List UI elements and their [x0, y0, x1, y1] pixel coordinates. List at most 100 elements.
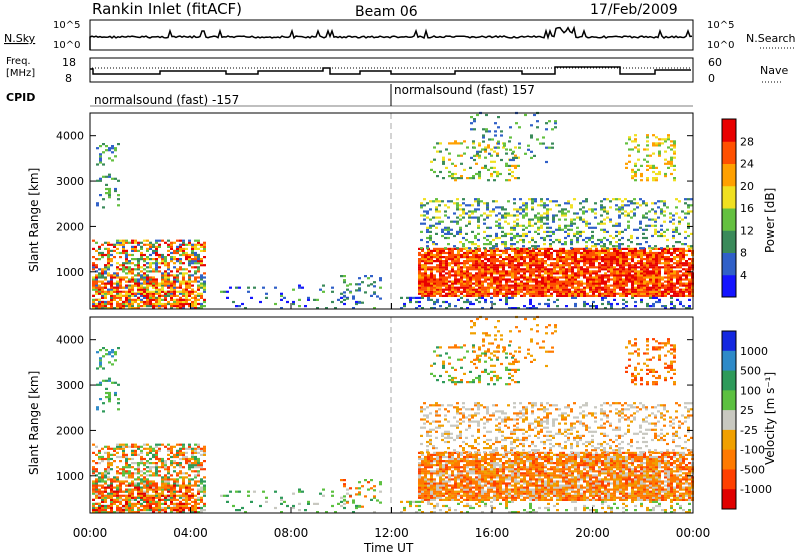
echo-cell — [110, 283, 113, 285]
echo-cell — [179, 472, 182, 474]
echo-cell — [110, 491, 113, 493]
echo-cell — [516, 247, 519, 249]
echo-cell — [185, 289, 188, 291]
echo-cell — [164, 474, 167, 476]
echo-cell — [343, 299, 346, 301]
echo-cell — [679, 289, 682, 291]
echo-cell — [122, 444, 125, 446]
echo-cell — [116, 285, 119, 287]
echo-cell — [226, 291, 229, 293]
echo-cell — [568, 250, 571, 252]
echo-cell — [200, 501, 203, 503]
echo-cell — [493, 268, 496, 270]
echo-cell — [439, 262, 442, 264]
echo-cell — [98, 450, 101, 452]
echo-cell — [104, 507, 107, 509]
echo-cell — [664, 281, 667, 283]
echo-cell — [445, 252, 448, 254]
echo-cell — [643, 252, 646, 254]
echo-cell — [460, 266, 463, 268]
echo-cell — [601, 278, 604, 280]
echo-cell — [613, 287, 616, 289]
echo-cell — [517, 283, 520, 285]
echo-cell — [601, 303, 604, 305]
echo-cell — [379, 279, 382, 281]
echo-cell — [433, 285, 436, 287]
echo-cell — [191, 489, 194, 491]
echo-cell — [643, 159, 646, 161]
echo-cell — [167, 291, 170, 293]
echo-cell — [463, 291, 466, 293]
echo-cell — [152, 250, 155, 252]
echo-cell — [583, 250, 586, 252]
echo-cell — [194, 466, 197, 468]
echo-cell — [607, 276, 610, 278]
echo-cell — [116, 291, 119, 293]
echo-cell — [541, 285, 544, 287]
echo-cell — [197, 254, 200, 256]
echo-cell — [200, 276, 203, 278]
echo-cell — [585, 210, 588, 212]
echo-cell — [116, 242, 119, 244]
echo-cell — [664, 276, 667, 278]
echo-cell — [504, 212, 507, 214]
echo-cell — [496, 155, 499, 157]
echo-cell — [155, 482, 158, 484]
echo-cell — [595, 248, 598, 250]
echo-cell — [682, 250, 685, 252]
echo-cell — [517, 291, 520, 293]
echo-cell — [110, 478, 113, 480]
echo-cell — [468, 217, 471, 219]
echo-cell — [661, 250, 664, 252]
echo-cell — [116, 452, 119, 454]
echo-cell — [670, 272, 673, 274]
echo-cell — [508, 140, 511, 142]
echo-cell — [505, 258, 508, 260]
echo-cell — [185, 458, 188, 460]
echo-cell — [571, 268, 574, 270]
echo-cell — [457, 270, 460, 272]
echo-cell — [107, 289, 110, 291]
echo-cell — [113, 480, 116, 482]
echo-cell — [574, 287, 577, 289]
echo-cell — [574, 256, 577, 258]
echo-cell — [600, 221, 603, 223]
echo-cell — [152, 291, 155, 293]
echo-cell — [101, 495, 104, 497]
echo-cell — [476, 114, 479, 116]
echo-cell — [104, 446, 107, 448]
echo-cell — [104, 499, 107, 501]
echo-cell — [409, 297, 412, 299]
echo-cell — [556, 254, 559, 256]
echo-cell — [457, 274, 460, 276]
echo-cell — [149, 244, 152, 246]
echo-cell — [660, 225, 663, 227]
echo-cell — [113, 291, 116, 293]
echo-cell — [526, 291, 529, 293]
echo-cell — [480, 200, 483, 202]
echo-cell — [508, 297, 511, 299]
echo-cell — [96, 180, 99, 182]
echo-cell — [343, 291, 346, 293]
echo-cell — [652, 283, 655, 285]
echo-cell — [466, 285, 469, 287]
echo-cell — [442, 291, 445, 293]
echo-cell — [478, 276, 481, 278]
echo-cell — [108, 149, 111, 151]
echo-cell — [592, 278, 595, 280]
echo-cell — [101, 458, 104, 460]
echo-cell — [529, 274, 532, 276]
echo-cell — [613, 250, 616, 252]
echo-cell — [490, 287, 493, 289]
echo-cell — [670, 258, 673, 260]
echo-cell — [96, 163, 99, 165]
echo-cell — [108, 196, 111, 198]
echo-cell — [203, 276, 206, 278]
echo-cell — [493, 256, 496, 258]
echo-cell — [457, 289, 460, 291]
echo-cell — [179, 291, 182, 293]
echo-cell — [523, 248, 526, 250]
echo-cell — [466, 256, 469, 258]
echo-cell — [152, 244, 155, 246]
echo-cell — [547, 264, 550, 266]
